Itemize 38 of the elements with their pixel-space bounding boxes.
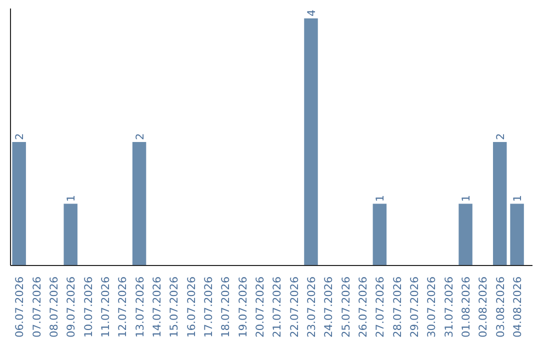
data-label: 1 bbox=[64, 194, 78, 202]
x-tick-label: 25.07.2026 bbox=[339, 276, 352, 338]
x-tick-label: 19.07.2026 bbox=[236, 276, 250, 338]
x-tick-label: 10.07.2026 bbox=[82, 276, 95, 338]
data-label: 2 bbox=[13, 133, 26, 140]
data-label: 1 bbox=[511, 194, 524, 202]
x-tick-label: 18.07.2026 bbox=[219, 276, 232, 338]
x-tick-label: 06.07.2026 bbox=[13, 276, 26, 338]
data-label: 1 bbox=[460, 194, 473, 202]
x-tick-label: 07.07.2026 bbox=[30, 276, 44, 338]
x-tick-label: 27.07.2026 bbox=[374, 276, 387, 338]
x-tick-label: 13.07.2026 bbox=[133, 276, 146, 338]
x-tick-label: 01.08.2026 bbox=[460, 276, 473, 338]
x-tick-label: 17.07.2026 bbox=[202, 276, 215, 338]
data-label: 2 bbox=[494, 133, 507, 140]
x-tick-label: 31.07.2026 bbox=[442, 276, 456, 338]
x-tick-label: 23.07.2026 bbox=[304, 276, 318, 338]
x-tick-label: 15.07.2026 bbox=[168, 276, 181, 338]
data-label: 2 bbox=[133, 133, 146, 140]
x-tick-label: 28.07.2026 bbox=[390, 276, 404, 338]
x-tick-label: 26.07.2026 bbox=[356, 276, 370, 338]
x-tick-label: 02.08.2026 bbox=[476, 276, 490, 338]
x-tick-label: 30.07.2026 bbox=[425, 276, 438, 338]
x-tick-label: 24.07.2026 bbox=[322, 276, 336, 338]
x-tick-label: 12.07.2026 bbox=[116, 276, 130, 338]
x-tick-label: 03.08.2026 bbox=[494, 276, 507, 338]
x-tick-label: 14.07.2026 bbox=[150, 276, 164, 338]
x-tick-label: 21.07.2026 bbox=[270, 276, 284, 338]
data-label: 4 bbox=[304, 9, 318, 16]
x-tick-label: 16.07.2026 bbox=[184, 276, 198, 338]
x-tick-label: 22.07.2026 bbox=[288, 276, 301, 338]
x-tick-label: 09.07.2026 bbox=[64, 276, 78, 338]
x-tick-label: 04.08.2026 bbox=[511, 276, 524, 338]
data-label: 1 bbox=[374, 194, 387, 202]
x-tick-label: 29.07.2026 bbox=[408, 276, 422, 338]
x-tick-label: 20.07.2026 bbox=[253, 276, 266, 338]
x-tick-label: 08.07.2026 bbox=[47, 276, 60, 338]
x-tick-label: 11.07.2026 bbox=[98, 276, 112, 338]
